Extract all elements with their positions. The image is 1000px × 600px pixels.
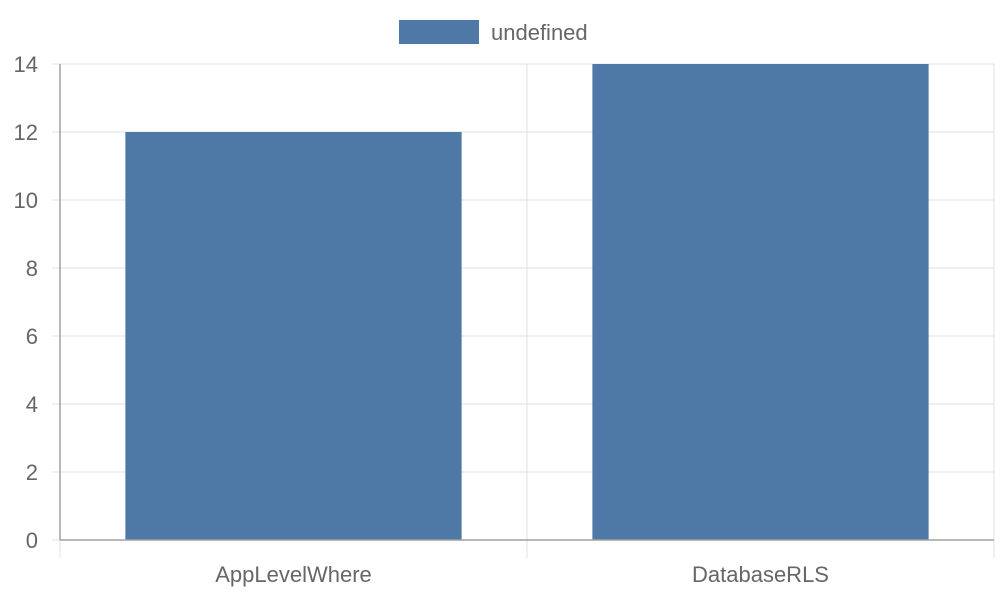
x-axis-tick-labels: AppLevelWhere DatabaseRLS <box>215 562 829 587</box>
y-tick-label: 12 <box>14 120 38 145</box>
legend-swatch <box>399 20 479 44</box>
y-tick-label: 10 <box>14 188 38 213</box>
legend-label: undefined <box>491 20 588 45</box>
y-tick-label: 8 <box>26 256 38 281</box>
x-tick-label: AppLevelWhere <box>215 562 372 587</box>
legend: undefined <box>399 20 588 45</box>
y-tick-label: 0 <box>26 528 38 553</box>
y-tick-label: 6 <box>26 324 38 349</box>
axes <box>52 63 995 558</box>
bar-DatabaseRLS <box>592 64 929 540</box>
bar-AppLevelWhere <box>125 132 462 540</box>
y-axis-tick-labels: 0 2 4 6 8 10 12 14 <box>14 52 38 553</box>
x-tick-label: DatabaseRLS <box>692 562 829 587</box>
bars <box>125 64 929 540</box>
y-tick-label: 2 <box>26 460 38 485</box>
y-tick-label: 4 <box>26 392 38 417</box>
y-tick-label: 14 <box>14 52 38 77</box>
